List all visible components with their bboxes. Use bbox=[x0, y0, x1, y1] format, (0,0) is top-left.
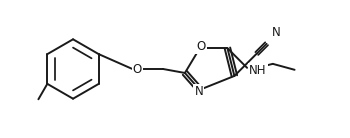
Text: N: N bbox=[272, 26, 280, 39]
Text: N: N bbox=[194, 85, 203, 98]
Text: NH: NH bbox=[249, 64, 267, 77]
Text: O: O bbox=[196, 40, 205, 53]
Text: O: O bbox=[133, 63, 142, 75]
